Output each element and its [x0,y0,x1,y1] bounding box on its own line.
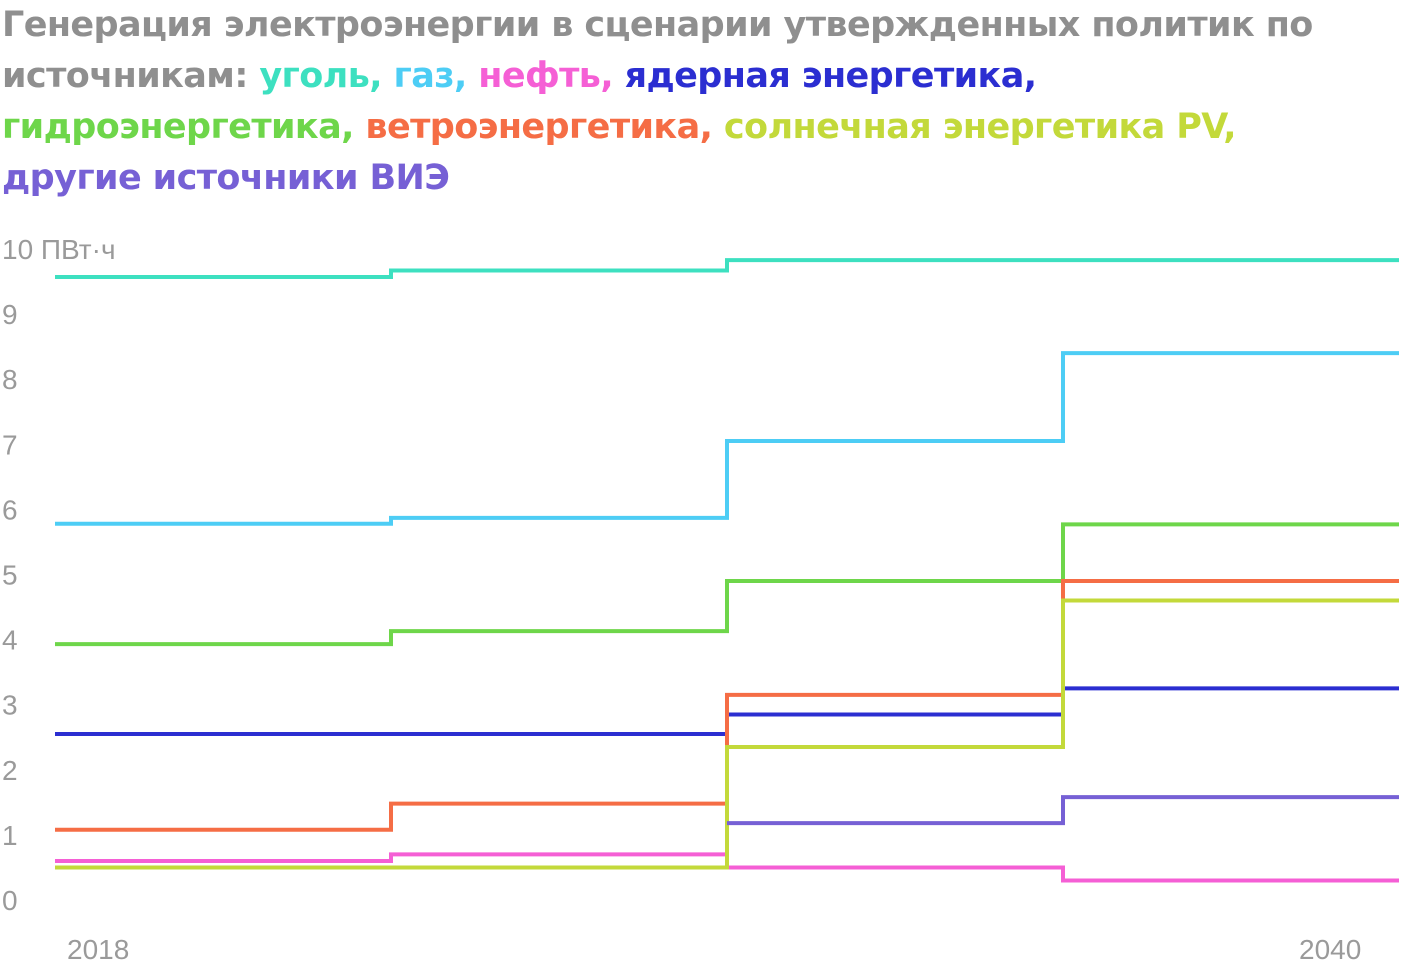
y-tick-label: 0 [2,885,18,916]
y-tick-label: 8 [2,364,18,395]
legend-entry: ветроэнергетика, [365,107,713,147]
series-line [55,351,1399,526]
legend-entry: газ, [393,56,468,96]
legend-entry: другие источники ВИЭ [2,158,450,198]
chart-title-text: Генерация электроэнергии в сценарии утве… [2,5,1313,96]
y-tick-label: 2 [2,755,18,786]
y-tick-label: 3 [2,690,18,721]
legend-entry: ядерная энергетика, [624,56,1037,96]
legend-entry: нефть, [478,56,614,96]
y-tick-label: 4 [2,625,18,656]
y-tick-label: 5 [2,560,18,591]
series-line [55,522,1399,647]
legend-entry: уголь, [259,56,382,96]
x-tick-label: 2018 [67,934,129,965]
series-line [727,795,1399,826]
series-line [55,598,1399,870]
plot-area [55,258,1399,883]
legend-entry: гидроэнергетика, [2,107,354,147]
x-tick-label: 2040 [1299,934,1361,965]
y-tick-label: 10 ПВт·ч [2,234,116,265]
legend-entry: солнечная энергетика PV, [723,107,1237,147]
y-tick-label: 9 [2,299,18,330]
y-tick-label: 7 [2,429,18,460]
series-line [55,258,1399,279]
y-axis: 0 1 2 3 4 5 6 7 8 9 10 ПВт·ч [2,234,116,916]
x-axis: 2018 2040 [67,934,1361,965]
y-tick-label: 6 [2,494,18,525]
y-tick-label: 1 [2,820,18,851]
chart-title: Генерация электроэнергии в сценарии утве… [2,0,1397,204]
